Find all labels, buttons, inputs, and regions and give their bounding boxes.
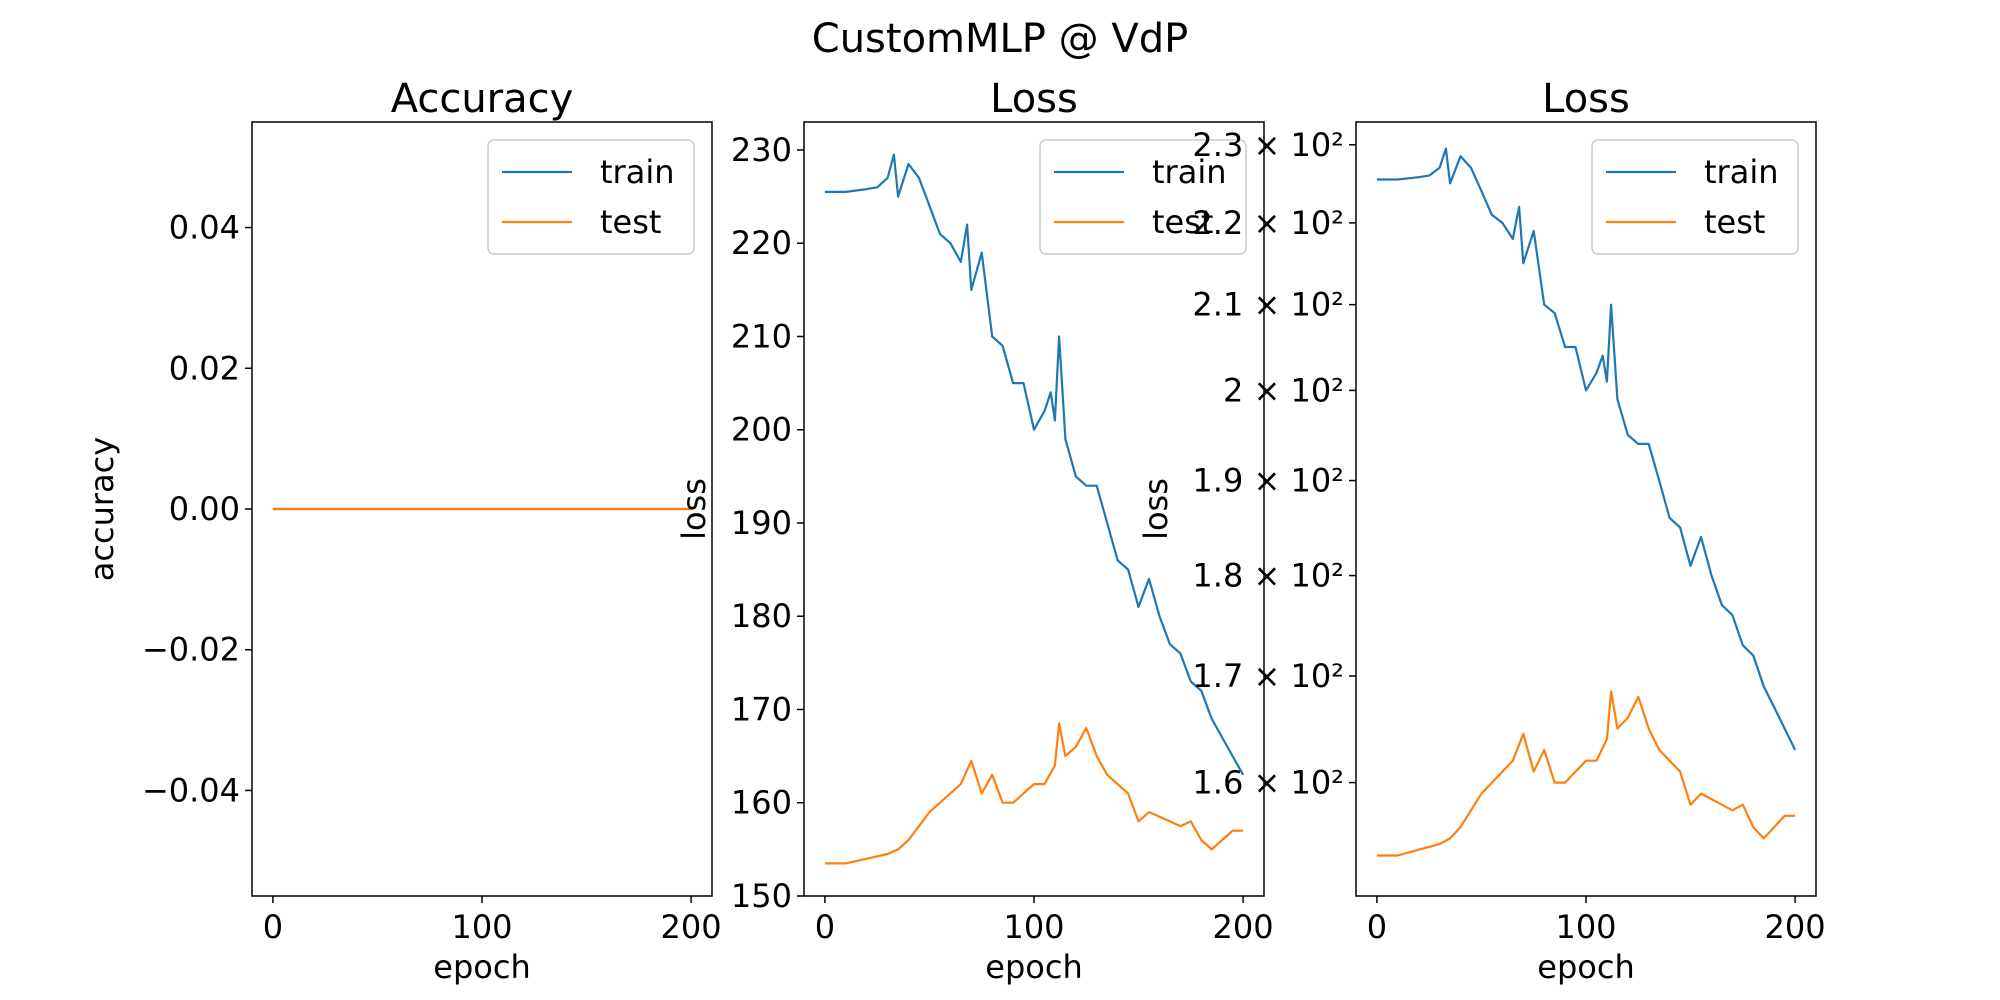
y-axis-label: loss bbox=[1137, 478, 1175, 540]
x-tick-label: 100 bbox=[451, 908, 512, 946]
y-tick-label: 1.9 × 10² bbox=[1192, 462, 1344, 500]
y-tick-label: 160 bbox=[731, 784, 792, 822]
y-tick-label: 150 bbox=[731, 877, 792, 915]
series-line-train bbox=[1376, 147, 1797, 751]
legend: train test bbox=[1039, 139, 1247, 255]
y-axis-label: accuracy bbox=[83, 437, 121, 581]
x-tick-label: 100 bbox=[1555, 908, 1616, 946]
panel-title: Loss bbox=[1542, 76, 1630, 122]
legend: train test bbox=[487, 139, 695, 255]
x-axis-label: epoch bbox=[1537, 948, 1634, 986]
y-tick-label: 0.00 bbox=[169, 490, 240, 528]
y-tick-label: 2.2 × 10² bbox=[1192, 204, 1344, 242]
y-tick-label: −0.02 bbox=[142, 631, 240, 669]
legend-label-test: test bbox=[600, 203, 661, 241]
x-tick-label: 200 bbox=[661, 908, 722, 946]
figure-suptitle: CustomMLP @ VdP bbox=[812, 16, 1188, 62]
chart-panels: Accuracy 0 100 200 −0.04 −0.02 0.00 0.02 0.04 epo… bbox=[83, 76, 1826, 986]
y-tick-label: 2 × 10² bbox=[1223, 371, 1344, 409]
x-tick-label: 200 bbox=[1213, 908, 1274, 946]
x-tick-label: 0 bbox=[263, 908, 283, 946]
series-line-test bbox=[1376, 690, 1796, 857]
legend-label-train: train bbox=[1704, 153, 1778, 191]
y-axis-label: loss bbox=[675, 478, 713, 540]
x-axis-label: epoch bbox=[985, 948, 1082, 986]
y-tick-label: 190 bbox=[731, 504, 792, 542]
y-tick-label: 210 bbox=[731, 317, 792, 355]
x-axis-label: epoch bbox=[433, 948, 530, 986]
y-tick-label: 170 bbox=[731, 690, 792, 728]
legend: train test bbox=[1591, 139, 1799, 255]
legend-label-test: test bbox=[1704, 203, 1765, 241]
chart-panel-2: Loss 0 100 200 150 160 170 180 190 200 210 220 230 ep… bbox=[675, 76, 1274, 986]
y-tick-label: 220 bbox=[731, 224, 792, 262]
y-tick-label: 0.04 bbox=[169, 209, 240, 247]
panel-title: Accuracy bbox=[391, 76, 574, 122]
y-tick-label: 2.1 × 10² bbox=[1192, 286, 1344, 324]
y-tick-label: 200 bbox=[731, 411, 792, 449]
legend-label-train: train bbox=[1152, 153, 1226, 191]
legend-label-train: train bbox=[600, 153, 674, 191]
chart-panel-3: Loss 0 100 200 1.6 × 10² 1.7 × 10² 1.8 × 10² 1.… bbox=[1137, 76, 1826, 986]
legend-box bbox=[487, 139, 695, 255]
chart-panel-1: Accuracy 0 100 200 −0.04 −0.02 0.00 0.02 0.04 epo… bbox=[83, 76, 722, 986]
series-line-train bbox=[824, 153, 1245, 776]
y-tick-label: −0.04 bbox=[142, 771, 240, 809]
x-tick-label: 0 bbox=[815, 908, 835, 946]
x-tick-label: 0 bbox=[1367, 908, 1387, 946]
legend-label-test: test bbox=[1152, 203, 1213, 241]
y-tick-label: 180 bbox=[731, 597, 792, 635]
x-tick-label: 200 bbox=[1765, 908, 1826, 946]
y-tick-label: 1.6 × 10² bbox=[1192, 764, 1344, 802]
series-line-test bbox=[824, 722, 1244, 865]
y-tick-label: 230 bbox=[731, 131, 792, 169]
y-tick-label: 2.3 × 10² bbox=[1192, 126, 1344, 164]
legend-box bbox=[1039, 139, 1247, 255]
y-tick-label: 1.7 × 10² bbox=[1192, 657, 1344, 695]
legend-box bbox=[1591, 139, 1799, 255]
panel-title: Loss bbox=[990, 76, 1078, 122]
y-tick-label: 1.8 × 10² bbox=[1192, 557, 1344, 595]
x-tick-label: 100 bbox=[1003, 908, 1064, 946]
y-tick-label: 0.02 bbox=[169, 349, 240, 387]
